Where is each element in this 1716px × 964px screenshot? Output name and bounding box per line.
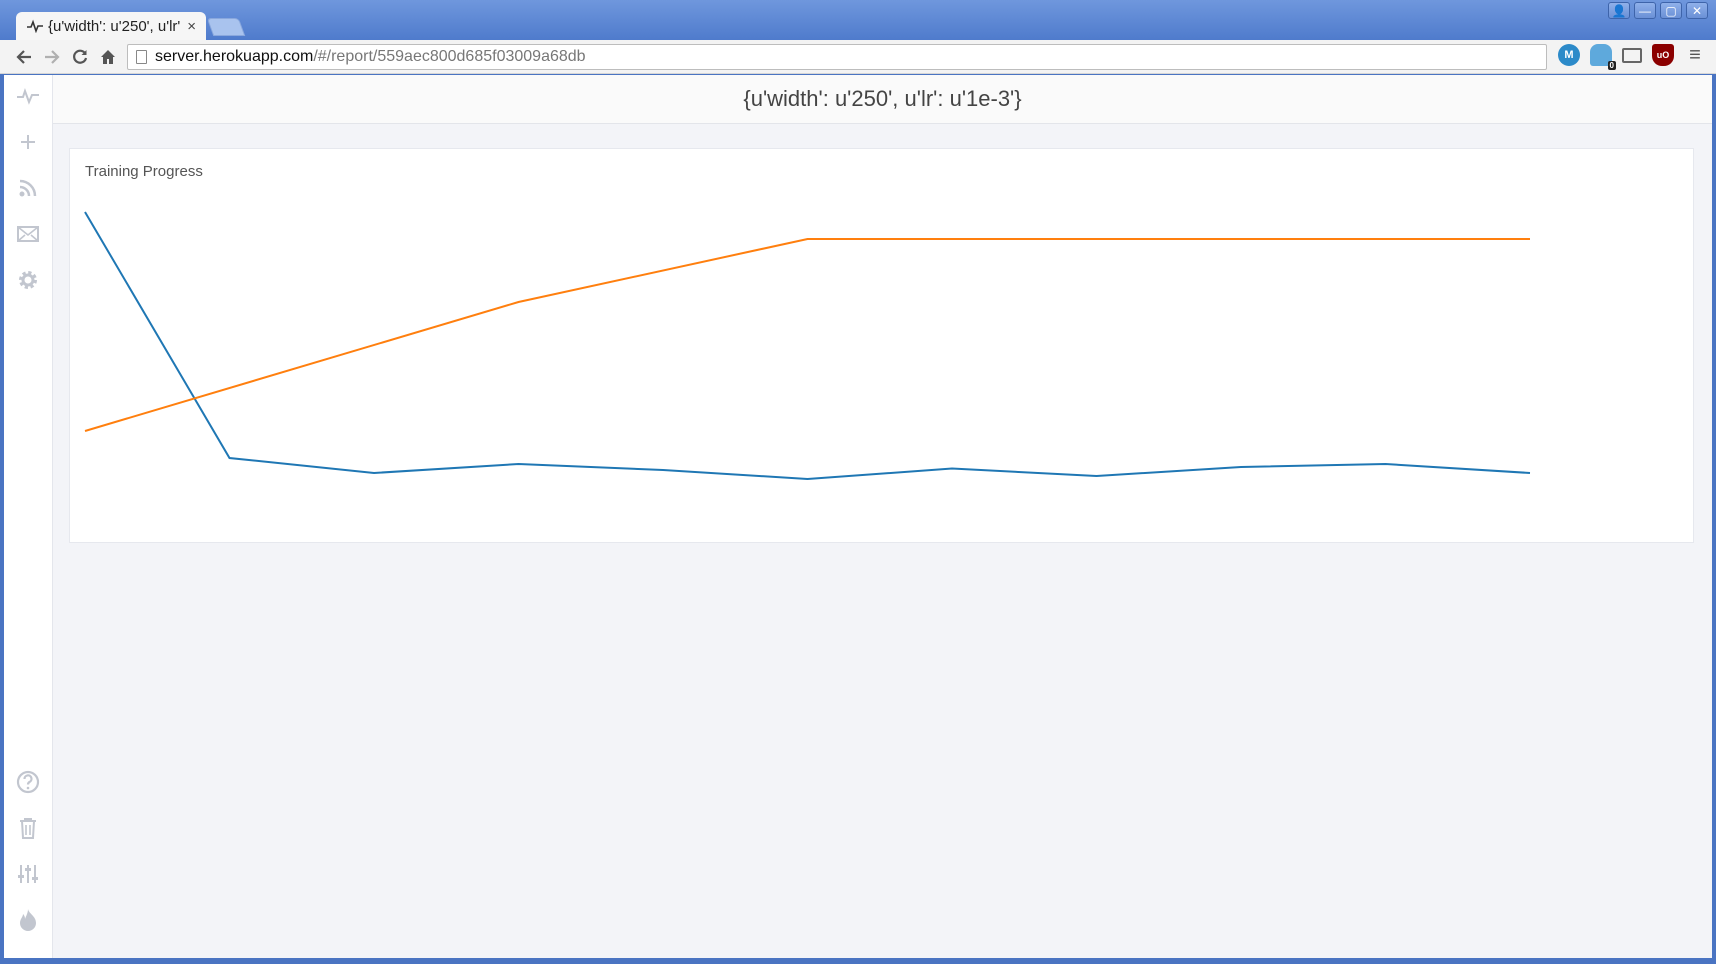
help-icon[interactable]: [16, 770, 40, 794]
sliders-icon[interactable]: [16, 862, 40, 886]
forward-arrow-icon: [45, 49, 60, 64]
training-progress-chart: [84, 211, 1531, 481]
ublock-icon[interactable]: uO: [1652, 44, 1674, 66]
activity-icon[interactable]: [16, 84, 40, 108]
close-window-button[interactable]: ✕: [1686, 2, 1708, 19]
page-header: {u'width': u'250', u'lr': u'1e-3'}: [53, 75, 1712, 124]
ghostery-badge: 0: [1607, 61, 1616, 70]
rss-icon[interactable]: [16, 176, 40, 200]
tab-title: {u'width': u'250', u'lr': u'1e-3'}: [48, 17, 181, 35]
series-line-1: [84, 238, 1530, 432]
chart-title: Training Progress: [85, 163, 203, 180]
trash-icon[interactable]: [16, 816, 40, 840]
maximize-button[interactable]: ▢: [1660, 2, 1682, 19]
browser-title-bar: {u'width': u'250', u'lr': u'1e-3'} × 👤 —…: [0, 0, 1716, 40]
app-viewport: {u'width': u'250', u'lr': u'1e-3'} Train…: [4, 75, 1712, 958]
reload-button[interactable]: [66, 43, 94, 71]
window-controls: 👤 — ▢ ✕: [1608, 2, 1708, 19]
page-icon: [136, 50, 147, 64]
activity-icon: [27, 19, 43, 33]
reload-icon: [73, 49, 88, 64]
chrome-menu-icon[interactable]: ≡: [1689, 43, 1701, 66]
mail-icon[interactable]: [16, 222, 40, 246]
page-title: {u'width': u'250', u'lr': u'1e-3'}: [743, 86, 1022, 111]
ghostery-icon[interactable]: 0: [1590, 44, 1616, 70]
url-host: server.herokuapp.com: [155, 48, 314, 65]
window-bottom-border: [0, 958, 1716, 964]
new-tab-button[interactable]: [206, 18, 246, 36]
address-bar[interactable]: server.herokuapp.com /#/report/559aec800…: [127, 44, 1547, 70]
url-path: /#/report/559aec800d685f03009a68db: [313, 48, 586, 65]
plus-icon[interactable]: [16, 130, 40, 154]
sidebar: [4, 75, 53, 958]
extensions-area: M 0 uO ≡: [1558, 43, 1706, 70]
browser-toolbar: server.herokuapp.com /#/report/559aec800…: [0, 40, 1716, 74]
back-arrow-icon: [16, 49, 31, 64]
tab-close-icon[interactable]: ×: [187, 17, 196, 35]
back-button[interactable]: [10, 43, 38, 71]
gear-icon[interactable]: [16, 268, 40, 292]
forward-button[interactable]: [38, 43, 66, 71]
fire-icon[interactable]: [16, 908, 40, 932]
home-icon: [101, 49, 115, 64]
minimize-button[interactable]: —: [1634, 2, 1656, 19]
series-line-0: [84, 211, 1531, 481]
cast-icon[interactable]: [1622, 47, 1642, 63]
profile-button[interactable]: 👤: [1608, 2, 1630, 19]
browser-tab[interactable]: {u'width': u'250', u'lr': u'1e-3'} ×: [16, 12, 206, 40]
chart-card: Training Progress: [69, 148, 1694, 543]
home-button[interactable]: [94, 43, 122, 71]
extension-m-icon[interactable]: M: [1558, 44, 1580, 66]
